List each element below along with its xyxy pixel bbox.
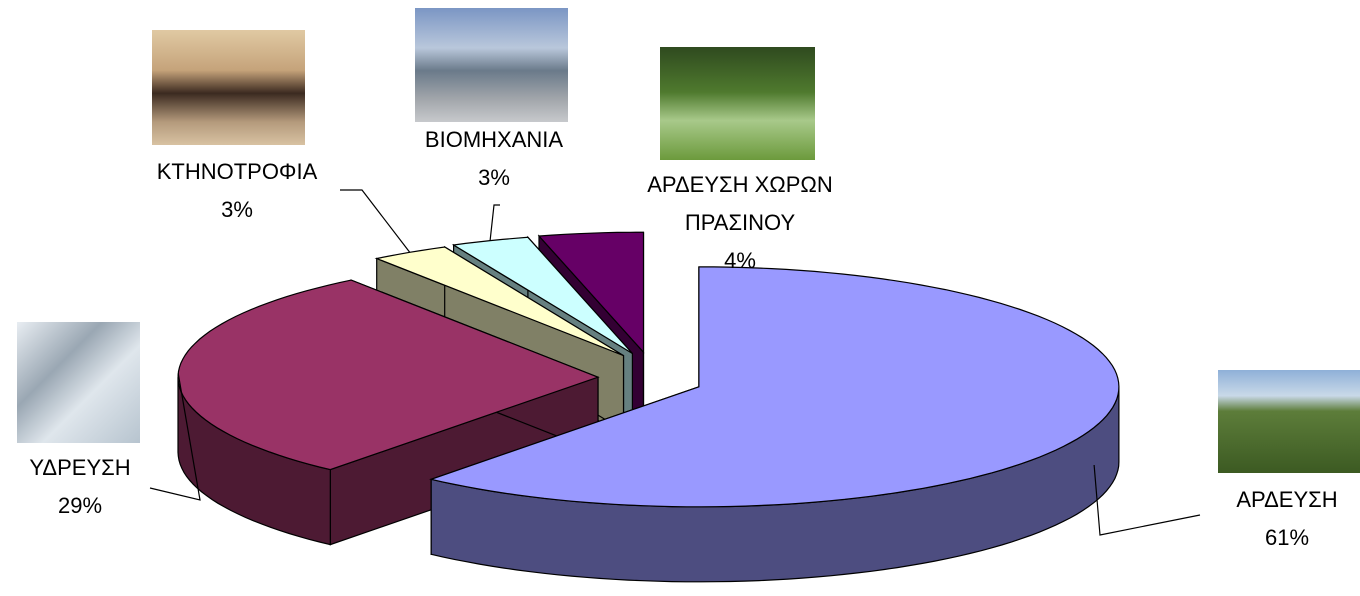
value-label: 61% xyxy=(1207,519,1360,557)
category-label: ΑΡΔΕΥΣΗ ΧΩΡΩΝ ΠΡΑΣΙΝΟΥ xyxy=(610,166,870,242)
value-label: 29% xyxy=(0,487,160,525)
leader-line xyxy=(490,205,500,241)
category-label: ΑΡΔΕΥΣΗ xyxy=(1207,481,1360,519)
leader-line xyxy=(340,190,410,252)
category-label: ΚΤΗΝΟΤΡΟΦΙΑ xyxy=(137,153,337,191)
value-label: 3% xyxy=(137,191,337,229)
pie-area xyxy=(0,0,1360,596)
value-label: 3% xyxy=(394,159,594,197)
value-label: 4% xyxy=(610,242,870,280)
category-label: ΒΙΟΜΗΧΑΝΙΑ xyxy=(394,121,594,159)
category-label: ΥΔΡΕΥΣΗ xyxy=(0,449,160,487)
chart: ΑΡΔΕΥΣΗ61%ΥΔΡΕΥΣΗ29%ΚΤΗΝΟΤΡΟΦΙΑ3%ΒΙΟΜΗΧΑ… xyxy=(0,0,1360,596)
